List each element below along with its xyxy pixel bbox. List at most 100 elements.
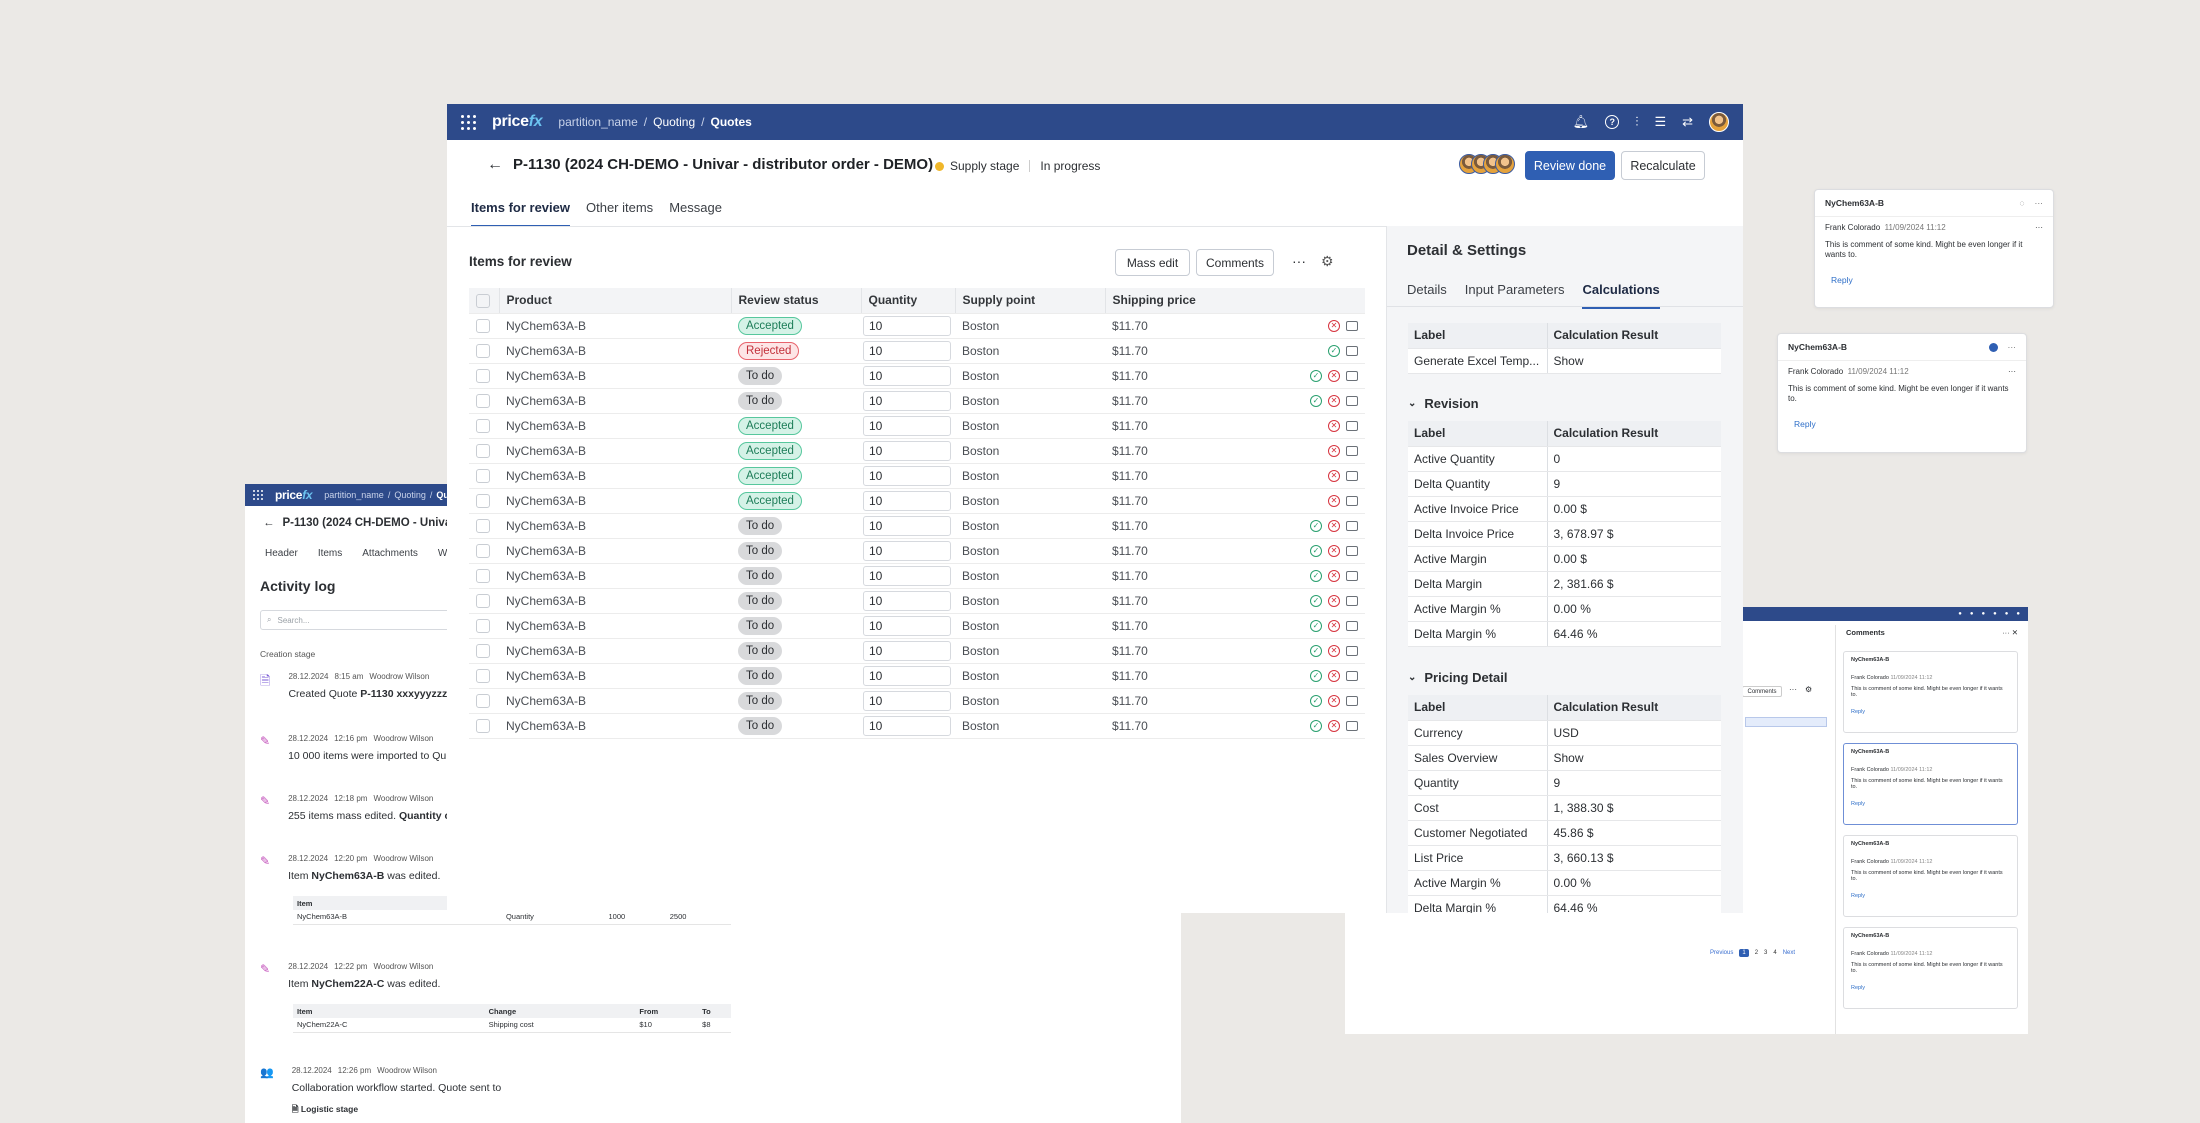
arrows-icon[interactable]: ● xyxy=(2004,611,2009,617)
breadcrumb-partition[interactable]: partition_name xyxy=(558,115,638,129)
row-checkbox[interactable] xyxy=(476,668,490,683)
table-row[interactable]: NyChem63A-B To do 10 Boston $11.70 ✓ ✕ xyxy=(469,513,1365,539)
recalculate-button[interactable]: Recalculate xyxy=(1621,151,1705,180)
row-checkbox[interactable] xyxy=(476,718,490,733)
comment-icon[interactable] xyxy=(1346,670,1358,681)
activity-search[interactable]: ⌕ Search... xyxy=(260,610,460,630)
bell-icon[interactable]: ● xyxy=(1958,611,1962,617)
reject-icon[interactable]: ✕ xyxy=(1328,569,1340,582)
quantity-input[interactable]: 10 xyxy=(863,665,951,686)
tab-other-items[interactable]: Other items xyxy=(586,200,654,215)
tab-input-parameters[interactable]: Input Parameters xyxy=(1464,282,1565,297)
row-checkbox[interactable] xyxy=(476,693,490,708)
comment-icon[interactable] xyxy=(1346,470,1358,481)
quantity-input[interactable]: 10 xyxy=(863,640,951,661)
table-row[interactable]: NyChem63A-B To do 10 Boston $11.70 ✓ ✕ xyxy=(469,638,1365,664)
comment-icon[interactable] xyxy=(1346,720,1358,731)
tab-details[interactable]: Details xyxy=(1407,282,1447,297)
bell-icon[interactable]: 🔔︎ xyxy=(1572,114,1590,129)
accept-icon[interactable]: ✓ xyxy=(1310,719,1322,732)
accept-icon[interactable]: ✓ xyxy=(1310,694,1322,707)
accept-icon[interactable]: ✓ xyxy=(1310,619,1322,632)
row-checkbox[interactable] xyxy=(476,518,490,533)
comment-icon[interactable] xyxy=(1346,645,1358,656)
column-header[interactable]: Product xyxy=(499,288,732,314)
more-icon[interactable]: ··· xyxy=(2008,367,2016,376)
comment-icon[interactable] xyxy=(1346,420,1358,431)
more-icon[interactable]: ··· xyxy=(2007,342,2017,352)
table-row[interactable]: NyChem63A-B Accepted 10 Boston $11.70 ✕ xyxy=(469,438,1365,464)
row-checkbox[interactable] xyxy=(476,643,490,658)
quantity-input[interactable]: 10 xyxy=(863,390,951,411)
reply-link[interactable]: Reply xyxy=(1851,801,1866,807)
mass-edit-button[interactable]: Mass edit xyxy=(1115,249,1190,276)
breadcrumb-quotes[interactable]: Quotes xyxy=(710,115,752,129)
accept-icon[interactable]: ✓ xyxy=(1310,569,1322,582)
table-row[interactable]: NyChem63A-B To do 10 Boston $11.70 ✓ ✕ xyxy=(469,363,1365,389)
reject-icon[interactable]: ✕ xyxy=(1328,319,1340,332)
sliders-icon[interactable]: ● xyxy=(1981,611,1986,617)
table-row[interactable]: NyChem63A-B To do 10 Boston $11.70 ✓ ✕ xyxy=(469,388,1365,414)
floating-comment-card[interactable]: NyChem63A-B ··· Frank Colorado 11/09/202… xyxy=(1777,333,2027,453)
quantity-input[interactable]: 10 xyxy=(863,590,951,611)
reject-icon[interactable]: ✕ xyxy=(1328,694,1340,707)
quantity-input[interactable]: 10 xyxy=(863,340,951,361)
comment-card[interactable]: NyChem63A-B Frank Colorado 11/09/2024 11… xyxy=(1843,835,2018,917)
quantity-input[interactable]: 10 xyxy=(863,515,951,536)
table-row[interactable]: NyChem63A-B To do 10 Boston $11.70 ✓ ✕ xyxy=(469,613,1365,639)
reject-icon[interactable]: ✕ xyxy=(1328,619,1340,632)
table-row[interactable]: NyChem63A-B Accepted 10 Boston $11.70 ✕ xyxy=(469,413,1365,439)
table-row[interactable]: NyChem63A-B To do 10 Boston $11.70 ✓ ✕ xyxy=(469,663,1365,689)
brand-logo[interactable]: pricefx xyxy=(275,488,313,502)
row-checkbox[interactable] xyxy=(476,468,490,483)
comment-icon[interactable] xyxy=(1346,570,1358,581)
row-checkbox[interactable] xyxy=(476,443,490,458)
comment-icon[interactable] xyxy=(1346,545,1358,556)
reject-icon[interactable]: ✕ xyxy=(1328,519,1340,532)
accept-icon[interactable]: ✓ xyxy=(1310,594,1322,607)
reject-icon[interactable]: ✕ xyxy=(1328,594,1340,607)
mini-more-icon[interactable]: ··· xyxy=(1789,685,1797,694)
arrows-icon[interactable]: ⇄ xyxy=(1682,114,1693,129)
reply-link[interactable]: Reply xyxy=(1794,418,1816,429)
tab-attachments[interactable]: Attachments xyxy=(362,548,418,559)
quantity-input[interactable]: 10 xyxy=(863,365,951,386)
help-icon[interactable]: ● xyxy=(1969,611,1974,617)
table-row[interactable]: NyChem63A-B To do 10 Boston $11.70 ✓ ✕ xyxy=(469,588,1365,614)
accept-icon[interactable]: ✓ xyxy=(1310,519,1322,532)
user-avatar[interactable]: ● xyxy=(2016,611,2020,617)
comments-button[interactable]: Comments xyxy=(1196,249,1274,276)
sliders-icon[interactable]: ⫶ xyxy=(1635,114,1639,129)
row-checkbox[interactable] xyxy=(476,343,490,358)
show-link[interactable]: Show xyxy=(1547,745,1721,771)
reply-link[interactable]: Reply xyxy=(1851,985,1866,991)
reject-icon[interactable]: ✕ xyxy=(1328,644,1340,657)
table-row[interactable]: NyChem63A-B To do 10 Boston $11.70 ✓ ✕ xyxy=(469,563,1365,589)
quantity-input[interactable]: 10 xyxy=(863,490,951,511)
pricing-section-header[interactable]: ⌄ Pricing Detail xyxy=(1408,670,1507,685)
quantity-input[interactable]: 10 xyxy=(863,415,951,436)
reject-icon[interactable]: ✕ xyxy=(1328,469,1340,482)
comment-card[interactable]: NyChem63A-B Frank Colorado 11/09/2024 11… xyxy=(1843,743,2018,825)
tab-items[interactable]: Items xyxy=(317,548,343,559)
row-checkbox[interactable] xyxy=(476,543,490,558)
reject-icon[interactable]: ✕ xyxy=(1328,544,1340,557)
more-icon[interactable]: ··· xyxy=(2034,198,2044,208)
table-row[interactable]: NyChem63A-B To do 10 Boston $11.70 ✓ ✕ xyxy=(469,688,1365,714)
comment-icon[interactable] xyxy=(1346,395,1358,406)
quantity-input[interactable]: 10 xyxy=(863,440,951,461)
accept-icon[interactable]: ✓ xyxy=(1310,394,1322,407)
comment-icon[interactable] xyxy=(1346,520,1358,531)
reject-icon[interactable]: ✕ xyxy=(1328,669,1340,682)
floating-comment-card[interactable]: NyChem63A-B ◌ ··· Frank Colorado 11/09/20… xyxy=(1814,189,2054,308)
tab-items-for-review[interactable]: Items for review xyxy=(471,200,570,227)
row-checkbox[interactable] xyxy=(476,593,490,608)
database-icon[interactable]: ☰ xyxy=(1654,114,1667,129)
row-checkbox[interactable] xyxy=(476,393,490,408)
collaborators-avatars[interactable] xyxy=(1459,154,1515,174)
help-icon[interactable]: ? xyxy=(1605,115,1620,129)
more-icon[interactable]: ··· xyxy=(1292,253,1306,269)
pagination-next[interactable]: Next xyxy=(1782,950,1796,956)
reject-icon[interactable]: ✕ xyxy=(1328,494,1340,507)
resolved-check-icon[interactable] xyxy=(1988,342,1998,352)
